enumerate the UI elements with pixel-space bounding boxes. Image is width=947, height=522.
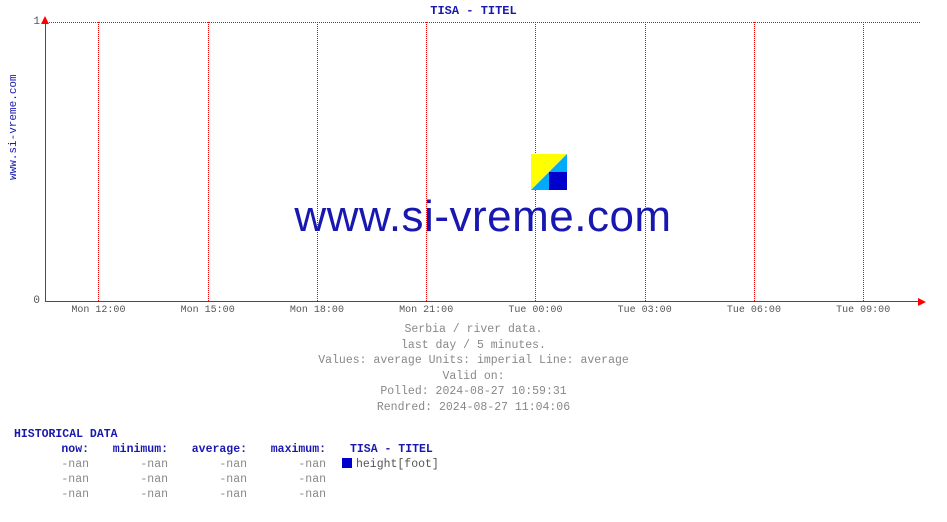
historical-cell: -nan: [172, 488, 251, 503]
xtick-label: Tue 03:00: [618, 305, 672, 316]
gridline-v: [208, 22, 209, 301]
xtick-label: Tue 00:00: [508, 305, 562, 316]
meta-line: last day / 5 minutes.: [0, 338, 947, 354]
col-header: maximum:: [251, 443, 330, 458]
meta-line: Values: average Units: imperial Line: av…: [0, 353, 947, 369]
col-header: minimum:: [93, 443, 172, 458]
meta-line: Serbia / river data.: [0, 322, 947, 338]
watermark-logo-icon: [531, 154, 567, 190]
meta-line: Polled: 2024-08-27 10:59:31: [0, 384, 947, 400]
plot-area: 01 Mon 12:00Mon 15:00Mon 18:00Mon 21:00T…: [45, 22, 920, 302]
historical-cell: -nan: [251, 458, 330, 473]
historical-cell: -nan: [251, 473, 330, 488]
historical-header-row: now: minimum: average: maximum: TISA - T…: [14, 443, 439, 458]
gridline-h: [46, 301, 920, 302]
historical-cell: -nan: [14, 488, 93, 503]
historical-cell: -nan: [172, 458, 251, 473]
xtick-label: Mon 21:00: [399, 305, 453, 316]
legend-series: TISA - TITEL: [350, 443, 433, 458]
chart-meta: Serbia / river data. last day / 5 minute…: [0, 322, 947, 415]
col-header: average:: [172, 443, 251, 458]
gridline-h: [46, 22, 920, 23]
legend-extra-label: height[foot]: [356, 458, 439, 473]
historical-data-block: HISTORICAL DATA now: minimum: average: m…: [14, 428, 439, 503]
gridline-v: [426, 22, 427, 301]
historical-row: -nan-nan-nan-nan: [14, 473, 439, 488]
col-header: now:: [14, 443, 93, 458]
historical-title: HISTORICAL DATA: [14, 428, 439, 441]
historical-cell: -nan: [93, 473, 172, 488]
xtick-label: Mon 15:00: [181, 305, 235, 316]
side-watermark-label: www.si-vreme.com: [8, 74, 20, 180]
historical-row: -nan-nan-nan-nan: [14, 488, 439, 503]
ytick-label: 0: [33, 295, 40, 307]
xtick-label: Tue 09:00: [836, 305, 890, 316]
x-axis-arrow-icon: [918, 298, 926, 306]
meta-line: Rendred: 2024-08-27 11:04:06: [0, 400, 947, 416]
chart-title: TISA - TITEL: [0, 4, 947, 18]
gridline-v: [754, 22, 755, 301]
xtick-label: Mon 12:00: [71, 305, 125, 316]
gridline-v: [317, 22, 318, 301]
historical-cell: -nan: [14, 473, 93, 488]
historical-row: -nan-nan-nan-nanheight[foot]: [14, 458, 439, 473]
historical-cell: -nan: [93, 488, 172, 503]
watermark-text: www.si-vreme.com: [46, 192, 920, 242]
gridline-v: [645, 22, 646, 301]
historical-cell: -nan: [14, 458, 93, 473]
historical-cell: -nan: [93, 458, 172, 473]
historical-cell: -nan: [251, 488, 330, 503]
gridline-v: [863, 22, 864, 301]
gridline-v: [98, 22, 99, 301]
meta-line: Valid on:: [0, 369, 947, 385]
legend-color-icon: [342, 458, 352, 468]
xtick-label: Tue 06:00: [727, 305, 781, 316]
ytick-label: 1: [33, 16, 40, 28]
xtick-label: Mon 18:00: [290, 305, 344, 316]
historical-cell: -nan: [172, 473, 251, 488]
